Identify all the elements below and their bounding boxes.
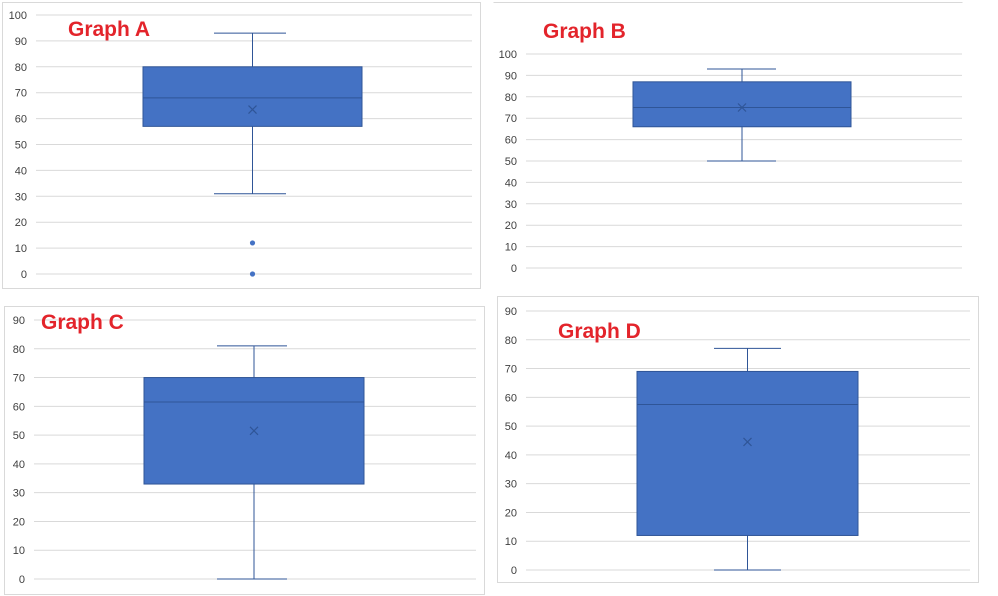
mean-marker-c — [249, 426, 259, 436]
y-tick-label-b-0: 0 — [511, 263, 517, 275]
chart-panel-a: 0 10 20 30 40 50 60 70 80 90 100 Graph A — [2, 2, 481, 289]
chart-panel-d: 0 10 20 30 40 50 60 70 80 90 Graph D — [497, 296, 979, 583]
y-tick-label-c-2: 20 — [13, 516, 25, 528]
y-tick-label-b-9: 90 — [505, 70, 517, 82]
y-tick-label-c-9: 90 — [13, 315, 25, 327]
y-tick-label-a-1: 10 — [15, 243, 27, 255]
chart-title-a: Graph A — [68, 18, 150, 41]
y-tick-label-c-7: 70 — [13, 373, 25, 385]
y-tick-label-a-7: 70 — [15, 88, 27, 100]
y-tick-label-c-4: 40 — [13, 459, 25, 471]
y-tick-label-d-8: 80 — [505, 335, 517, 347]
boxplot-chart-b: 0 10 20 30 40 50 60 70 80 90 100 Graph B — [499, 20, 962, 275]
y-tick-label-d-0: 0 — [511, 565, 517, 577]
chart-title-b: Graph B — [543, 20, 626, 43]
y-tick-label-a-9: 90 — [15, 36, 27, 48]
outlier-point-a-1 — [249, 271, 256, 277]
y-tick-label-b-10: 100 — [499, 49, 517, 61]
y-tick-label-b-3: 30 — [505, 199, 517, 211]
iqr-box-a — [142, 66, 363, 127]
boxplot-chart-c: 0 10 20 30 40 50 60 70 80 90 Graph C — [13, 311, 476, 586]
y-tick-label-a-10: 100 — [9, 10, 27, 22]
y-tick-label-b-6: 60 — [505, 135, 517, 147]
y-tick-label-a-0: 0 — [21, 269, 27, 281]
chart-panel-c: 0 10 20 30 40 50 60 70 80 90 Graph C — [4, 306, 485, 595]
y-tick-label-d-9: 90 — [505, 306, 517, 318]
y-tick-label-d-6: 60 — [505, 392, 517, 404]
y-tick-label-d-7: 70 — [505, 364, 517, 376]
y-tick-label-c-5: 50 — [13, 430, 25, 442]
mean-marker-a — [248, 105, 257, 114]
y-tick-label-b-7: 70 — [505, 113, 517, 125]
y-tick-label-b-4: 40 — [505, 177, 517, 189]
chart-panel-b: 0 10 20 30 40 50 60 70 80 90 100 Graph B — [493, 2, 963, 275]
y-tick-label-a-4: 40 — [15, 165, 27, 177]
mean-marker-d — [743, 437, 752, 447]
outlier-point-a-0 — [249, 240, 256, 246]
chart-title-d: Graph D — [558, 320, 641, 343]
y-tick-label-a-6: 60 — [15, 114, 27, 126]
boxplot-chart-d: 0 10 20 30 40 50 60 70 80 90 Graph D — [505, 306, 970, 577]
iqr-box-d — [636, 370, 859, 536]
y-tick-label-c-8: 80 — [13, 344, 25, 356]
y-tick-label-b-1: 10 — [505, 242, 517, 254]
y-tick-label-d-2: 20 — [505, 507, 517, 519]
y-tick-label-c-1: 10 — [13, 545, 25, 557]
chart-title-c: Graph C — [41, 311, 124, 334]
y-tick-label-b-2: 20 — [505, 220, 517, 232]
y-tick-label-d-1: 10 — [505, 536, 517, 548]
boxplot-chart-a: 0 10 20 30 40 50 60 70 80 90 100 Graph A — [9, 10, 472, 281]
y-tick-label-d-3: 30 — [505, 479, 517, 491]
y-tick-label-b-8: 80 — [505, 92, 517, 104]
y-tick-label-b-5: 50 — [505, 156, 517, 168]
y-tick-label-a-5: 50 — [15, 140, 27, 152]
y-tick-label-d-4: 40 — [505, 450, 517, 462]
mean-marker-b — [737, 103, 747, 112]
y-tick-label-a-3: 30 — [15, 191, 27, 203]
y-tick-label-a-8: 80 — [15, 62, 27, 74]
y-tick-label-c-6: 60 — [13, 401, 25, 413]
y-tick-label-c-3: 30 — [13, 488, 25, 500]
y-tick-label-c-0: 0 — [19, 574, 25, 586]
iqr-box-b — [632, 81, 852, 128]
y-tick-label-a-2: 20 — [15, 217, 27, 229]
y-tick-label-d-5: 50 — [505, 421, 517, 433]
